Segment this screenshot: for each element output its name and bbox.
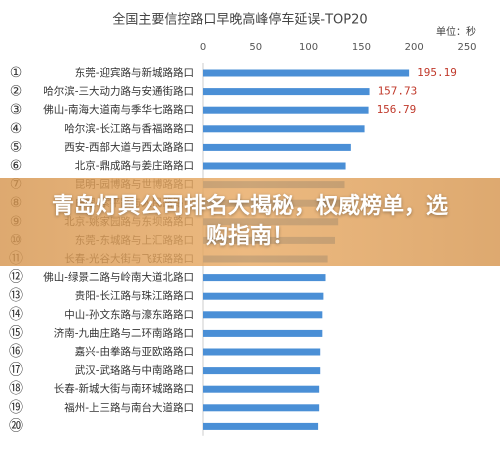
- category-label: 西安-西部大道与西太路路口: [64, 140, 194, 153]
- rank: ⑥: [10, 158, 23, 174]
- category-label: 东莞-迎宾路与新城路路口: [75, 66, 194, 79]
- bar: [203, 348, 321, 356]
- bar: [203, 162, 346, 170]
- x-tick-label: 150: [352, 42, 371, 53]
- category-label: 北京-鼎成路与姜庄路路口: [75, 159, 194, 172]
- bar: [203, 88, 370, 96]
- bar: [203, 329, 323, 337]
- rank: ⑳: [9, 418, 23, 434]
- category-label: 哈尔滨-三大动力路与安通街路口: [43, 85, 194, 98]
- bar: [203, 125, 365, 133]
- category-label: 嘉兴-由拳路与亚欧路路口: [75, 345, 194, 358]
- chart-title: 全国主要信控路口早晚高峰停车延误-TOP20: [112, 12, 367, 28]
- bar: [203, 143, 351, 151]
- unit-label: 单位：秒: [436, 25, 476, 38]
- category-label: 佛山-南海大道南与季华七路路口: [43, 103, 194, 116]
- category-label: 长春-新城大街与南环城路路口: [54, 382, 194, 395]
- category-label: 佛山-绿景二路与岭南大道北路口: [43, 271, 194, 284]
- rank: ④: [10, 121, 23, 137]
- x-tick-label: 50: [249, 42, 262, 53]
- category-label: 贵阳-长江路与珠江路路口: [75, 289, 194, 302]
- value-label: 195.19: [417, 66, 457, 79]
- rank: ⑰: [9, 363, 23, 379]
- banner: 青岛灯具公司排名大揭秘，权威榜单，选购指南！: [0, 178, 500, 266]
- rank: ⑲: [9, 400, 23, 416]
- x-tick-label: 250: [457, 42, 476, 53]
- bar: [203, 274, 326, 282]
- bar: [203, 292, 324, 300]
- rank: ①: [10, 65, 23, 81]
- rank: ⑤: [10, 139, 23, 155]
- value-label: 157.73: [378, 85, 418, 98]
- rank: ⑫: [9, 270, 23, 286]
- category-label: 中山-孙文东路与濠东路路口: [64, 308, 194, 321]
- bar: [203, 311, 323, 319]
- rank: ⑬: [9, 288, 23, 304]
- category-label: 武汉-武珞路与中南路路口: [75, 364, 194, 377]
- bar: [203, 367, 321, 375]
- x-tick-label: 0: [200, 42, 206, 53]
- rank: ⑮: [9, 325, 23, 341]
- bar: [203, 422, 319, 430]
- rank: ⑯: [9, 344, 23, 360]
- bar: [203, 69, 410, 77]
- rank: ⑱: [9, 381, 23, 397]
- bar: [203, 404, 320, 412]
- rank: ⑭: [9, 307, 23, 323]
- category-label: 哈尔滨-长江路与香福路路口: [64, 122, 194, 135]
- bar: [203, 385, 320, 393]
- x-tick-label: 200: [405, 42, 424, 53]
- rank: ③: [10, 102, 23, 118]
- value-label: 156.79: [377, 103, 417, 116]
- rank: ②: [10, 84, 23, 100]
- category-label: 济南-九曲庄路与二环南路路口: [54, 326, 194, 339]
- category-label: 福州-上三路与南台大道路口: [64, 401, 194, 414]
- banner-text: 青岛灯具公司排名大揭秘，权威榜单，选购指南！: [51, 194, 448, 249]
- x-tick-label: 100: [299, 42, 318, 53]
- bar: [203, 106, 369, 114]
